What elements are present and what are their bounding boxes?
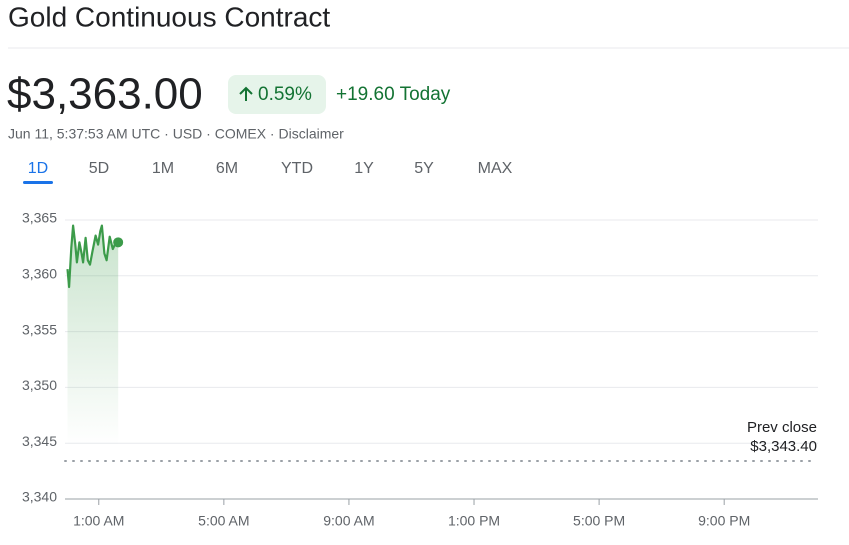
y-tick-label: 3,355 [22, 321, 57, 337]
y-tick-label: 3,345 [22, 433, 57, 449]
title: Gold Continuous Contract [8, 1, 330, 32]
range-tab[interactable]: 6M [216, 160, 238, 177]
range-tab[interactable]: 5Y [414, 160, 434, 177]
y-tick-label: 3,360 [22, 266, 57, 282]
x-tick-label: 1:00 PM [448, 513, 500, 529]
change-badge [228, 75, 326, 114]
price-line [66, 224, 119, 289]
quote-meta: Jun 11, 5:37:53 AM UTC · USD · COMEX · D… [8, 126, 344, 142]
x-tick-label: 5:00 PM [573, 513, 625, 529]
prev-close-value: $3,343.40 [750, 438, 817, 455]
current-price-dot [113, 237, 124, 248]
change-today: +19.60 Today [336, 84, 451, 105]
y-tick-label: 3,340 [22, 489, 57, 505]
y-tick-label: 3,365 [22, 210, 57, 226]
range-tab[interactable]: 1Y [354, 160, 374, 177]
price-area [67, 225, 119, 445]
range-tab[interactable]: 1M [152, 160, 174, 177]
chart: 3,340 3,345 3,350 3,355 3,360 3,365 1:00 AM 5:0… [22, 210, 818, 529]
range-tab[interactable]: MAX [478, 160, 513, 177]
range-tab[interactable]: YTD [281, 160, 313, 177]
prev-close-name: Prev close [747, 419, 817, 436]
x-tick-label: 9:00 AM [323, 513, 374, 529]
price: $3,363.00 [7, 70, 203, 119]
x-tick-label: 5:00 AM [198, 513, 249, 529]
up-arrow-icon [239, 86, 253, 101]
range-tabs: 1D 5D 1M 6M YTD 1Y 5Y MAX [23, 160, 513, 184]
y-tick-label: 3,350 [22, 377, 57, 393]
range-tab[interactable]: 5D [89, 160, 109, 177]
active-tab-underline [23, 181, 53, 184]
range-tab[interactable]: 1D [28, 160, 48, 177]
x-tick-label: 9:00 PM [698, 513, 750, 529]
change-percent: 0.59% [258, 84, 312, 105]
x-tick-label: 1:00 AM [73, 513, 124, 529]
